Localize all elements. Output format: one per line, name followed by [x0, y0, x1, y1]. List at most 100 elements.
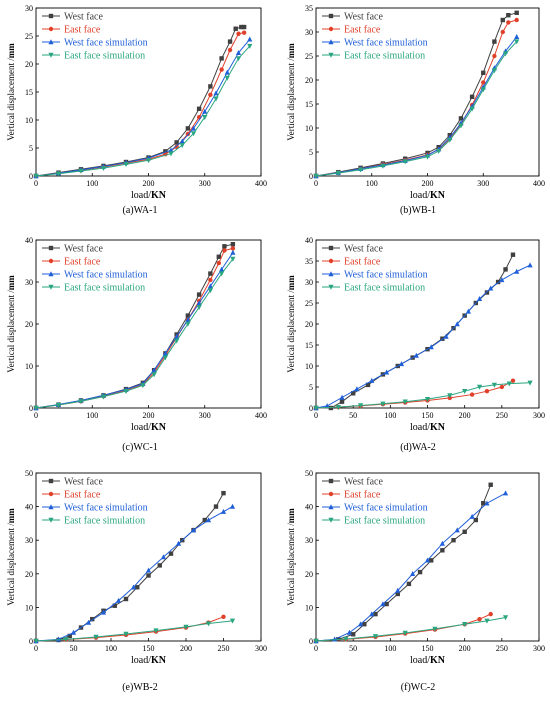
data-point [93, 634, 99, 640]
data-point [227, 47, 233, 53]
y-axis-label: Vertical displacement /mm [6, 275, 16, 373]
y-tick-label: 50 [305, 469, 313, 478]
data-point [440, 548, 445, 553]
legend-marker [328, 245, 334, 251]
data-point [222, 244, 227, 249]
panel-caption: (e)WB-2 [122, 682, 158, 693]
x-tick-label: 200 [422, 179, 434, 188]
data-point [185, 313, 191, 318]
legend-marker [48, 284, 54, 290]
legend-marker [328, 284, 334, 290]
data-point [436, 148, 442, 154]
x-tick-label: 200 [180, 644, 192, 653]
data-point [213, 90, 219, 96]
data-point [491, 382, 497, 388]
data-point [384, 601, 389, 607]
series-line [315, 484, 492, 642]
data-point [78, 399, 84, 405]
y-tick-label: 40 [305, 236, 313, 245]
data-point [221, 490, 226, 496]
y-tick-label: 40 [305, 503, 313, 512]
data-point [350, 391, 356, 396]
y-tick-label: 40 [25, 236, 33, 245]
data-point [123, 162, 129, 168]
data-point [33, 638, 39, 644]
data-point [230, 249, 236, 255]
data-point [410, 571, 416, 576]
data-point [481, 70, 486, 75]
data-point [196, 300, 202, 306]
y-tick-label: 5 [309, 148, 313, 157]
data-point [346, 629, 353, 635]
x-tick-label: 200 [143, 411, 155, 420]
x-tick-label: 50 [349, 411, 357, 420]
legend-marker [328, 517, 334, 523]
y-tick-label: 20 [305, 570, 313, 579]
data-point [213, 504, 219, 509]
series-2 [313, 378, 516, 411]
data-point [239, 24, 244, 30]
data-point [514, 268, 520, 274]
data-point [90, 616, 95, 622]
x-tick-label: 300 [255, 644, 267, 653]
data-point [233, 26, 238, 31]
legend-label: West face simulation [64, 270, 148, 281]
data-point [224, 75, 230, 81]
data-point [372, 634, 379, 640]
y-axis-label: Vertical displacement /mm [286, 275, 296, 373]
data-point [145, 567, 152, 573]
y-tick-label: 20 [25, 320, 33, 329]
y-tick-label: 0 [309, 637, 313, 646]
legend-marker [48, 517, 54, 523]
y-tick-label: 15 [25, 88, 33, 97]
data-point [506, 381, 512, 387]
y-tick-label: 0 [309, 172, 313, 181]
data-point [219, 56, 224, 61]
legend-label: East face [64, 25, 101, 36]
data-point [469, 94, 475, 99]
data-point [343, 636, 349, 642]
data-point [406, 581, 412, 587]
legend-marker [328, 13, 334, 19]
y-axis-label: Vertical displacement /mm [286, 508, 296, 606]
data-point [428, 344, 434, 350]
legend-label: West face simulation [344, 503, 428, 514]
x-tick-label: 200 [143, 179, 155, 188]
data-point [335, 404, 341, 410]
chart-panel-5: 0 50 100 150 200 250 300 0 10 20 30 40 50 load/KN Vert… [6, 469, 267, 693]
y-tick-label: 5 [29, 144, 33, 153]
data-point [241, 30, 247, 35]
y-tick-label: 30 [305, 278, 313, 287]
x-axis-label: load/KN [410, 655, 446, 666]
series-1 [33, 490, 226, 644]
y-tick-label: 50 [25, 469, 33, 478]
data-point [220, 508, 227, 514]
x-tick-label: 150 [422, 411, 434, 420]
data-point [179, 143, 185, 148]
legend-marker [48, 39, 54, 45]
data-point [247, 36, 253, 42]
series-line [315, 382, 531, 409]
data-point [222, 248, 227, 253]
x-tick-label: 100 [366, 179, 378, 188]
legend-marker [48, 52, 54, 58]
x-tick-label: 400 [255, 179, 267, 188]
x-tick-label: 100 [86, 179, 98, 188]
series-line [315, 492, 506, 642]
legend-marker [48, 13, 54, 19]
data-point [63, 637, 69, 643]
data-point [313, 638, 319, 644]
data-point [503, 267, 508, 272]
data-point [402, 630, 408, 636]
data-point [168, 551, 174, 556]
legend-marker [48, 478, 54, 484]
data-point [362, 622, 367, 627]
series-3 [313, 490, 509, 644]
x-tick-label: 0 [34, 179, 38, 188]
x-tick-label: 300 [199, 411, 211, 420]
x-axis-label: load/KN [410, 190, 446, 201]
data-point [213, 96, 219, 102]
legend-label: East face simulation [344, 51, 425, 62]
data-point [514, 39, 520, 45]
data-point [227, 39, 233, 44]
